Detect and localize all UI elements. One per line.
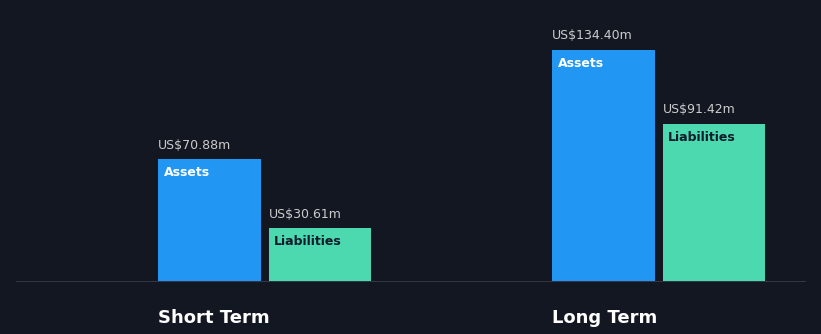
Text: Assets: Assets (558, 57, 604, 70)
FancyBboxPatch shape (268, 228, 371, 281)
FancyBboxPatch shape (663, 124, 765, 281)
Text: Liabilities: Liabilities (668, 131, 736, 144)
Text: Assets: Assets (164, 166, 210, 179)
FancyBboxPatch shape (553, 50, 655, 281)
Text: Short Term: Short Term (158, 309, 270, 327)
Text: Liabilities: Liabilities (274, 235, 342, 248)
Text: US$30.61m: US$30.61m (268, 208, 342, 221)
Text: Long Term: Long Term (553, 309, 658, 327)
Text: US$134.40m: US$134.40m (553, 29, 633, 42)
Text: US$91.42m: US$91.42m (663, 103, 736, 116)
Text: US$70.88m: US$70.88m (158, 139, 232, 152)
FancyBboxPatch shape (158, 159, 261, 281)
